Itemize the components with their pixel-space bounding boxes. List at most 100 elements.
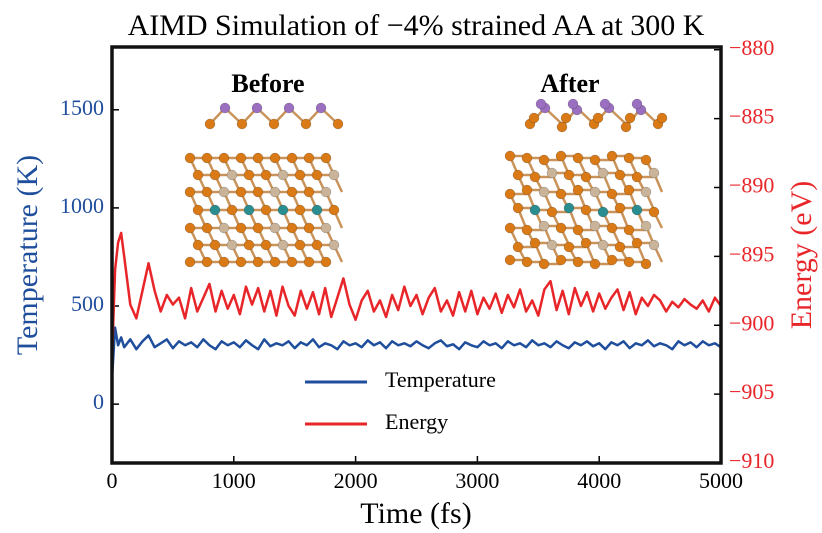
x-tick-label: 1000 [212, 468, 256, 493]
atom [560, 112, 572, 124]
atom [538, 220, 550, 232]
atom [218, 186, 230, 198]
atom [320, 186, 332, 198]
atom [546, 206, 558, 218]
atom [294, 239, 306, 251]
atom [640, 154, 652, 166]
atom [260, 239, 272, 251]
atom [589, 154, 601, 166]
atom [631, 98, 643, 110]
y2-tick-label: −890 [729, 173, 774, 198]
annotation: Before [231, 69, 304, 98]
atom [599, 98, 611, 110]
atom [226, 169, 238, 181]
atom [243, 204, 255, 216]
atom [218, 152, 230, 164]
atom [521, 184, 533, 196]
atom [529, 237, 541, 249]
atom [252, 256, 264, 268]
atom [192, 239, 204, 251]
atom [243, 169, 255, 181]
atom [555, 150, 567, 162]
atom [631, 204, 643, 216]
atom [656, 112, 668, 124]
atom [226, 204, 238, 216]
atom [546, 167, 558, 179]
atom [286, 222, 298, 234]
atom [606, 222, 618, 234]
atom [640, 258, 652, 270]
x-tick-label: 0 [107, 468, 118, 493]
atom [252, 222, 264, 234]
atom [251, 102, 263, 114]
atom [236, 118, 248, 130]
atom [235, 186, 247, 198]
atom [243, 239, 255, 251]
atom [614, 241, 626, 253]
y2-tick-label: −880 [729, 35, 774, 60]
atom [277, 169, 289, 181]
atom [563, 202, 575, 214]
atom [184, 256, 196, 268]
atom [512, 241, 524, 253]
atom [235, 152, 247, 164]
atom [521, 256, 533, 268]
atom [269, 186, 281, 198]
atom [209, 239, 221, 251]
atom [572, 184, 584, 196]
atom [192, 169, 204, 181]
atom [614, 202, 626, 214]
atom [640, 186, 652, 198]
atom [648, 239, 660, 251]
atom [504, 150, 516, 162]
atom [311, 239, 323, 251]
atom [328, 169, 340, 181]
atom [311, 169, 323, 181]
atom [294, 169, 306, 181]
structure-insets [184, 98, 668, 270]
atom [332, 118, 344, 130]
atom [538, 186, 550, 198]
atom [209, 204, 221, 216]
atom [631, 171, 643, 183]
x-tick-label: 2000 [334, 468, 378, 493]
atom [572, 256, 584, 268]
x-axis-label: Time (fs) [360, 497, 471, 530]
atom [528, 112, 540, 124]
y2-tick-label: −900 [729, 310, 774, 335]
y-tick-label: 1500 [60, 95, 104, 120]
atom [521, 224, 533, 236]
y2-tick-label: −910 [729, 448, 774, 473]
atom [286, 152, 298, 164]
atom [303, 186, 315, 198]
atom [184, 152, 196, 164]
atom [623, 256, 635, 268]
atom [546, 239, 558, 251]
atom [529, 171, 541, 183]
atom [606, 188, 618, 200]
atom [623, 224, 635, 236]
annotation: After [540, 69, 599, 98]
atom [572, 224, 584, 236]
atom [218, 222, 230, 234]
atom [648, 206, 660, 218]
y2-tick-label: −895 [729, 241, 774, 266]
atom [235, 222, 247, 234]
atom [315, 102, 327, 114]
atom [555, 254, 567, 266]
atom [624, 112, 636, 124]
atom [294, 204, 306, 216]
atom [300, 118, 312, 130]
atom [512, 169, 524, 181]
y2-axis-label: Energy (eV) [785, 181, 818, 330]
atom [219, 102, 231, 114]
atom [620, 121, 632, 133]
atom [320, 152, 332, 164]
y2-tick-label: −905 [729, 379, 774, 404]
atom [328, 239, 340, 251]
atom [269, 152, 281, 164]
atom [648, 167, 660, 179]
atom [538, 258, 550, 270]
atom [201, 256, 213, 268]
atom [556, 121, 568, 133]
